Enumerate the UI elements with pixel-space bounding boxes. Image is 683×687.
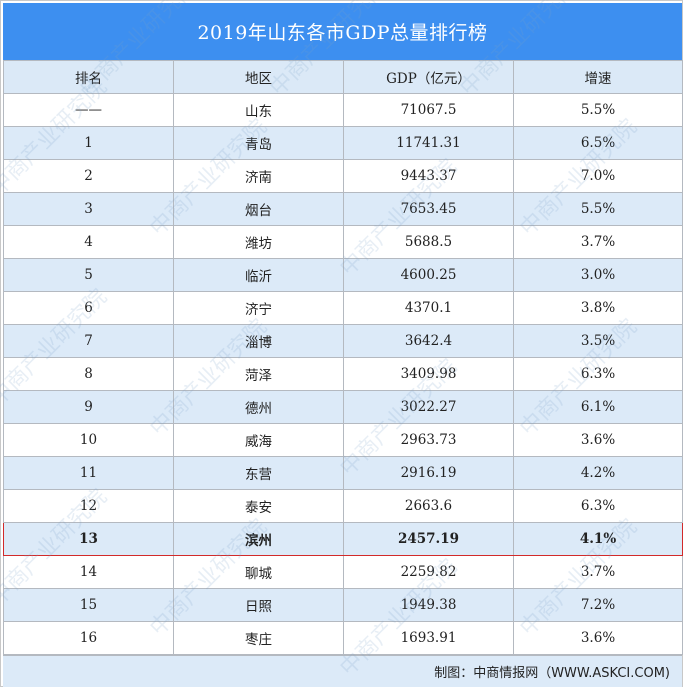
cell-gdp: 2663.6 (343, 489, 514, 523)
cell-growth: 3.5% (513, 324, 683, 358)
header-gdp: GDP（亿元） (343, 60, 514, 94)
table-row: 16 枣庄 1693.91 3.6% (3, 621, 683, 655)
cell-region: 东营 (173, 456, 344, 490)
cell-growth: 3.6% (513, 621, 683, 655)
table-row: 15 日照 1949.38 7.2% (3, 588, 683, 622)
cell-rank: 2 (3, 159, 174, 193)
cell-rank: 5 (3, 258, 174, 292)
cell-region: 临沂 (173, 258, 344, 292)
cell-growth: 3.6% (513, 423, 683, 457)
cell-region: 青岛 (173, 126, 344, 160)
source-footer: 制图：中商情报网（WWW.ASKCI.COM) (3, 655, 682, 687)
table-row: 11 东营 2916.19 4.2% (3, 456, 683, 490)
cell-rank: 16 (3, 621, 174, 655)
cell-gdp: 2916.19 (343, 456, 514, 490)
cell-gdp: 7653.45 (343, 192, 514, 226)
cell-growth: 5.5% (513, 192, 683, 226)
header-region: 地区 (173, 60, 344, 94)
cell-gdp: 3409.98 (343, 357, 514, 391)
table-row: 8 菏泽 3409.98 6.3% (3, 357, 683, 391)
table-row: 5 临沂 4600.25 3.0% (3, 258, 683, 292)
cell-rank: 9 (3, 390, 174, 424)
cell-growth: 5.5% (513, 93, 683, 127)
table-title: 2019年山东各市GDP总量排行榜 (3, 3, 682, 60)
source-credit: 制图：中商情报网（WWW.ASKCI.COM) (434, 666, 670, 681)
table-row: 6 济宁 4370.1 3.8% (3, 291, 683, 325)
cell-rank: 10 (3, 423, 174, 457)
cell-growth: 3.7% (513, 555, 683, 589)
header-rank: 排名 (3, 60, 174, 94)
cell-gdp: 9443.37 (343, 159, 514, 193)
cell-growth: 3.0% (513, 258, 683, 292)
cell-region: 泰安 (173, 489, 344, 523)
cell-growth: 4.1% (513, 522, 683, 556)
cell-region: 济南 (173, 159, 344, 193)
cell-rank: 12 (3, 489, 174, 523)
table-row: 9 德州 3022.27 6.1% (3, 390, 683, 424)
cell-growth: 3.7% (513, 225, 683, 259)
cell-region: 滨州 (173, 522, 344, 556)
table-row: 7 淄博 3642.4 3.5% (3, 324, 683, 358)
cell-gdp: 1693.91 (343, 621, 514, 655)
cell-rank: 8 (3, 357, 174, 391)
table-row: 2 济南 9443.37 7.0% (3, 159, 683, 193)
cell-gdp: 2457.19 (343, 522, 514, 556)
cell-gdp: 3022.27 (343, 390, 514, 424)
cell-rank: 4 (3, 225, 174, 259)
cell-growth: 7.2% (513, 588, 683, 622)
header-row: 排名 地区 GDP（亿元） 增速 (3, 60, 683, 94)
cell-rank: 1 (3, 126, 174, 160)
cell-region: 聊城 (173, 555, 344, 589)
cell-growth: 6.3% (513, 489, 683, 523)
cell-region: 日照 (173, 588, 344, 622)
cell-region: 淄博 (173, 324, 344, 358)
gdp-table: 排名 地区 GDP（亿元） 增速 —— 山东 71067.5 5.5% 1 青岛 11741… (3, 60, 683, 655)
cell-gdp: 4600.25 (343, 258, 514, 292)
cell-rank: 15 (3, 588, 174, 622)
table-row: 12 泰安 2663.6 6.3% (3, 489, 683, 523)
cell-region: 菏泽 (173, 357, 344, 391)
cell-growth: 3.8% (513, 291, 683, 325)
cell-gdp: 2259.82 (343, 555, 514, 589)
cell-gdp: 11741.31 (343, 126, 514, 160)
cell-rank: 11 (3, 456, 174, 490)
table-row: 10 威海 2963.73 3.6% (3, 423, 683, 457)
cell-region: 德州 (173, 390, 344, 424)
table-row: —— 山东 71067.5 5.5% (3, 93, 683, 127)
cell-rank: 6 (3, 291, 174, 325)
table-row: 3 烟台 7653.45 5.5% (3, 192, 683, 226)
cell-rank: 3 (3, 192, 174, 226)
cell-rank: —— (3, 93, 174, 127)
cell-region: 威海 (173, 423, 344, 457)
cell-region: 烟台 (173, 192, 344, 226)
cell-growth: 4.2% (513, 456, 683, 490)
table-row: 4 潍坊 5688.5 3.7% (3, 225, 683, 259)
cell-growth: 6.3% (513, 357, 683, 391)
cell-region: 山东 (173, 93, 344, 127)
cell-rank: 14 (3, 555, 174, 589)
cell-gdp: 4370.1 (343, 291, 514, 325)
cell-gdp: 5688.5 (343, 225, 514, 259)
cell-gdp: 1949.38 (343, 588, 514, 622)
cell-rank: 7 (3, 324, 174, 358)
cell-gdp: 2963.73 (343, 423, 514, 457)
cell-region: 济宁 (173, 291, 344, 325)
cell-gdp: 71067.5 (343, 93, 514, 127)
header-growth: 增速 (513, 60, 683, 94)
cell-region: 潍坊 (173, 225, 344, 259)
table-row: 14 聊城 2259.82 3.7% (3, 555, 683, 589)
cell-region: 枣庄 (173, 621, 344, 655)
table-row-highlighted: 13 滨州 2457.19 4.1% (3, 522, 683, 556)
cell-growth: 6.5% (513, 126, 683, 160)
cell-rank: 13 (3, 522, 174, 556)
table-row: 1 青岛 11741.31 6.5% (3, 126, 683, 160)
cell-growth: 6.1% (513, 390, 683, 424)
cell-growth: 7.0% (513, 159, 683, 193)
cell-gdp: 3642.4 (343, 324, 514, 358)
